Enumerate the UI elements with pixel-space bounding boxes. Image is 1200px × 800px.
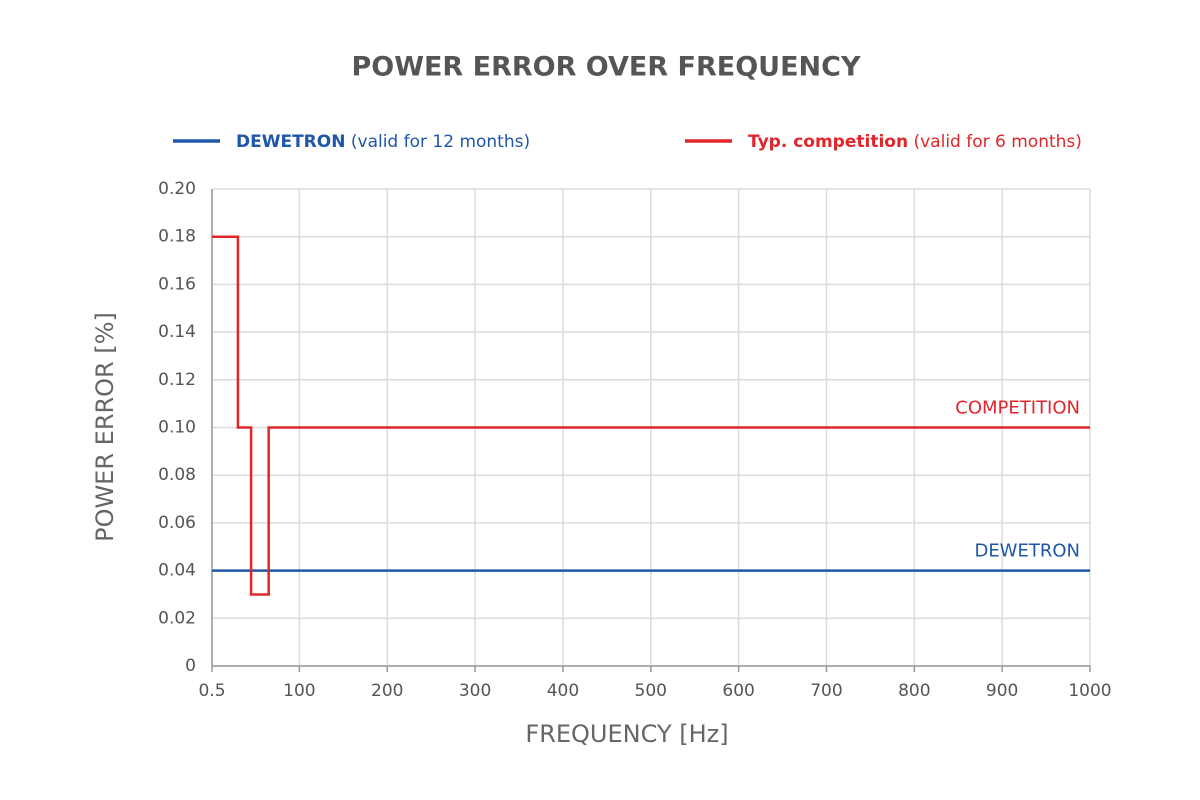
y-tick-label: 0.12 (158, 370, 196, 390)
x-tick-label: 300 (459, 681, 491, 701)
y-tick-label: 0.14 (158, 322, 196, 342)
legend-name: DEWETRON (236, 132, 345, 152)
x-tick-label: 600 (722, 681, 754, 701)
y-tick-label: 0.04 (158, 561, 196, 581)
series-line (212, 235, 1090, 596)
y-tick-label: 0.20 (158, 179, 196, 199)
x-tick-label: 900 (986, 681, 1018, 701)
line-annotation: DEWETRON (974, 541, 1080, 562)
x-tick-label: 100 (283, 681, 315, 701)
y-tick-label: 0 (185, 656, 196, 676)
y-tick-label: 0.08 (158, 465, 196, 485)
y-tick-label: 0.06 (158, 513, 196, 533)
x-tick-label: 700 (810, 681, 842, 701)
legend-entry: DEWETRON (valid for 12 months) (236, 132, 530, 152)
x-tick-label: 0.5 (198, 681, 225, 701)
x-tick-label: 200 (371, 681, 403, 701)
x-tick-label: 800 (898, 681, 930, 701)
chart-title: POWER ERROR OVER FREQUENCY (351, 52, 860, 83)
legend-entry: Typ. competition (valid for 6 months) (748, 132, 1082, 152)
x-tick-label: 500 (635, 681, 667, 701)
legend-name: Typ. competition (748, 132, 908, 152)
y-tick-label: 0.18 (158, 227, 196, 247)
x-axis-title: FREQUENCY [Hz] (525, 720, 728, 748)
line-annotation: COMPETITION (955, 398, 1080, 419)
y-axis-title: POWER ERROR [%] (91, 312, 119, 542)
y-tick-label: 0.02 (158, 608, 196, 628)
x-tick-label: 1000 (1068, 681, 1111, 701)
y-tick-label: 0.10 (158, 418, 196, 438)
legend-note: (valid for 12 months) (351, 132, 530, 152)
x-tick-label: 400 (547, 681, 579, 701)
y-tick-label: 0.16 (158, 274, 196, 294)
legend-note: (valid for 6 months) (913, 132, 1081, 152)
